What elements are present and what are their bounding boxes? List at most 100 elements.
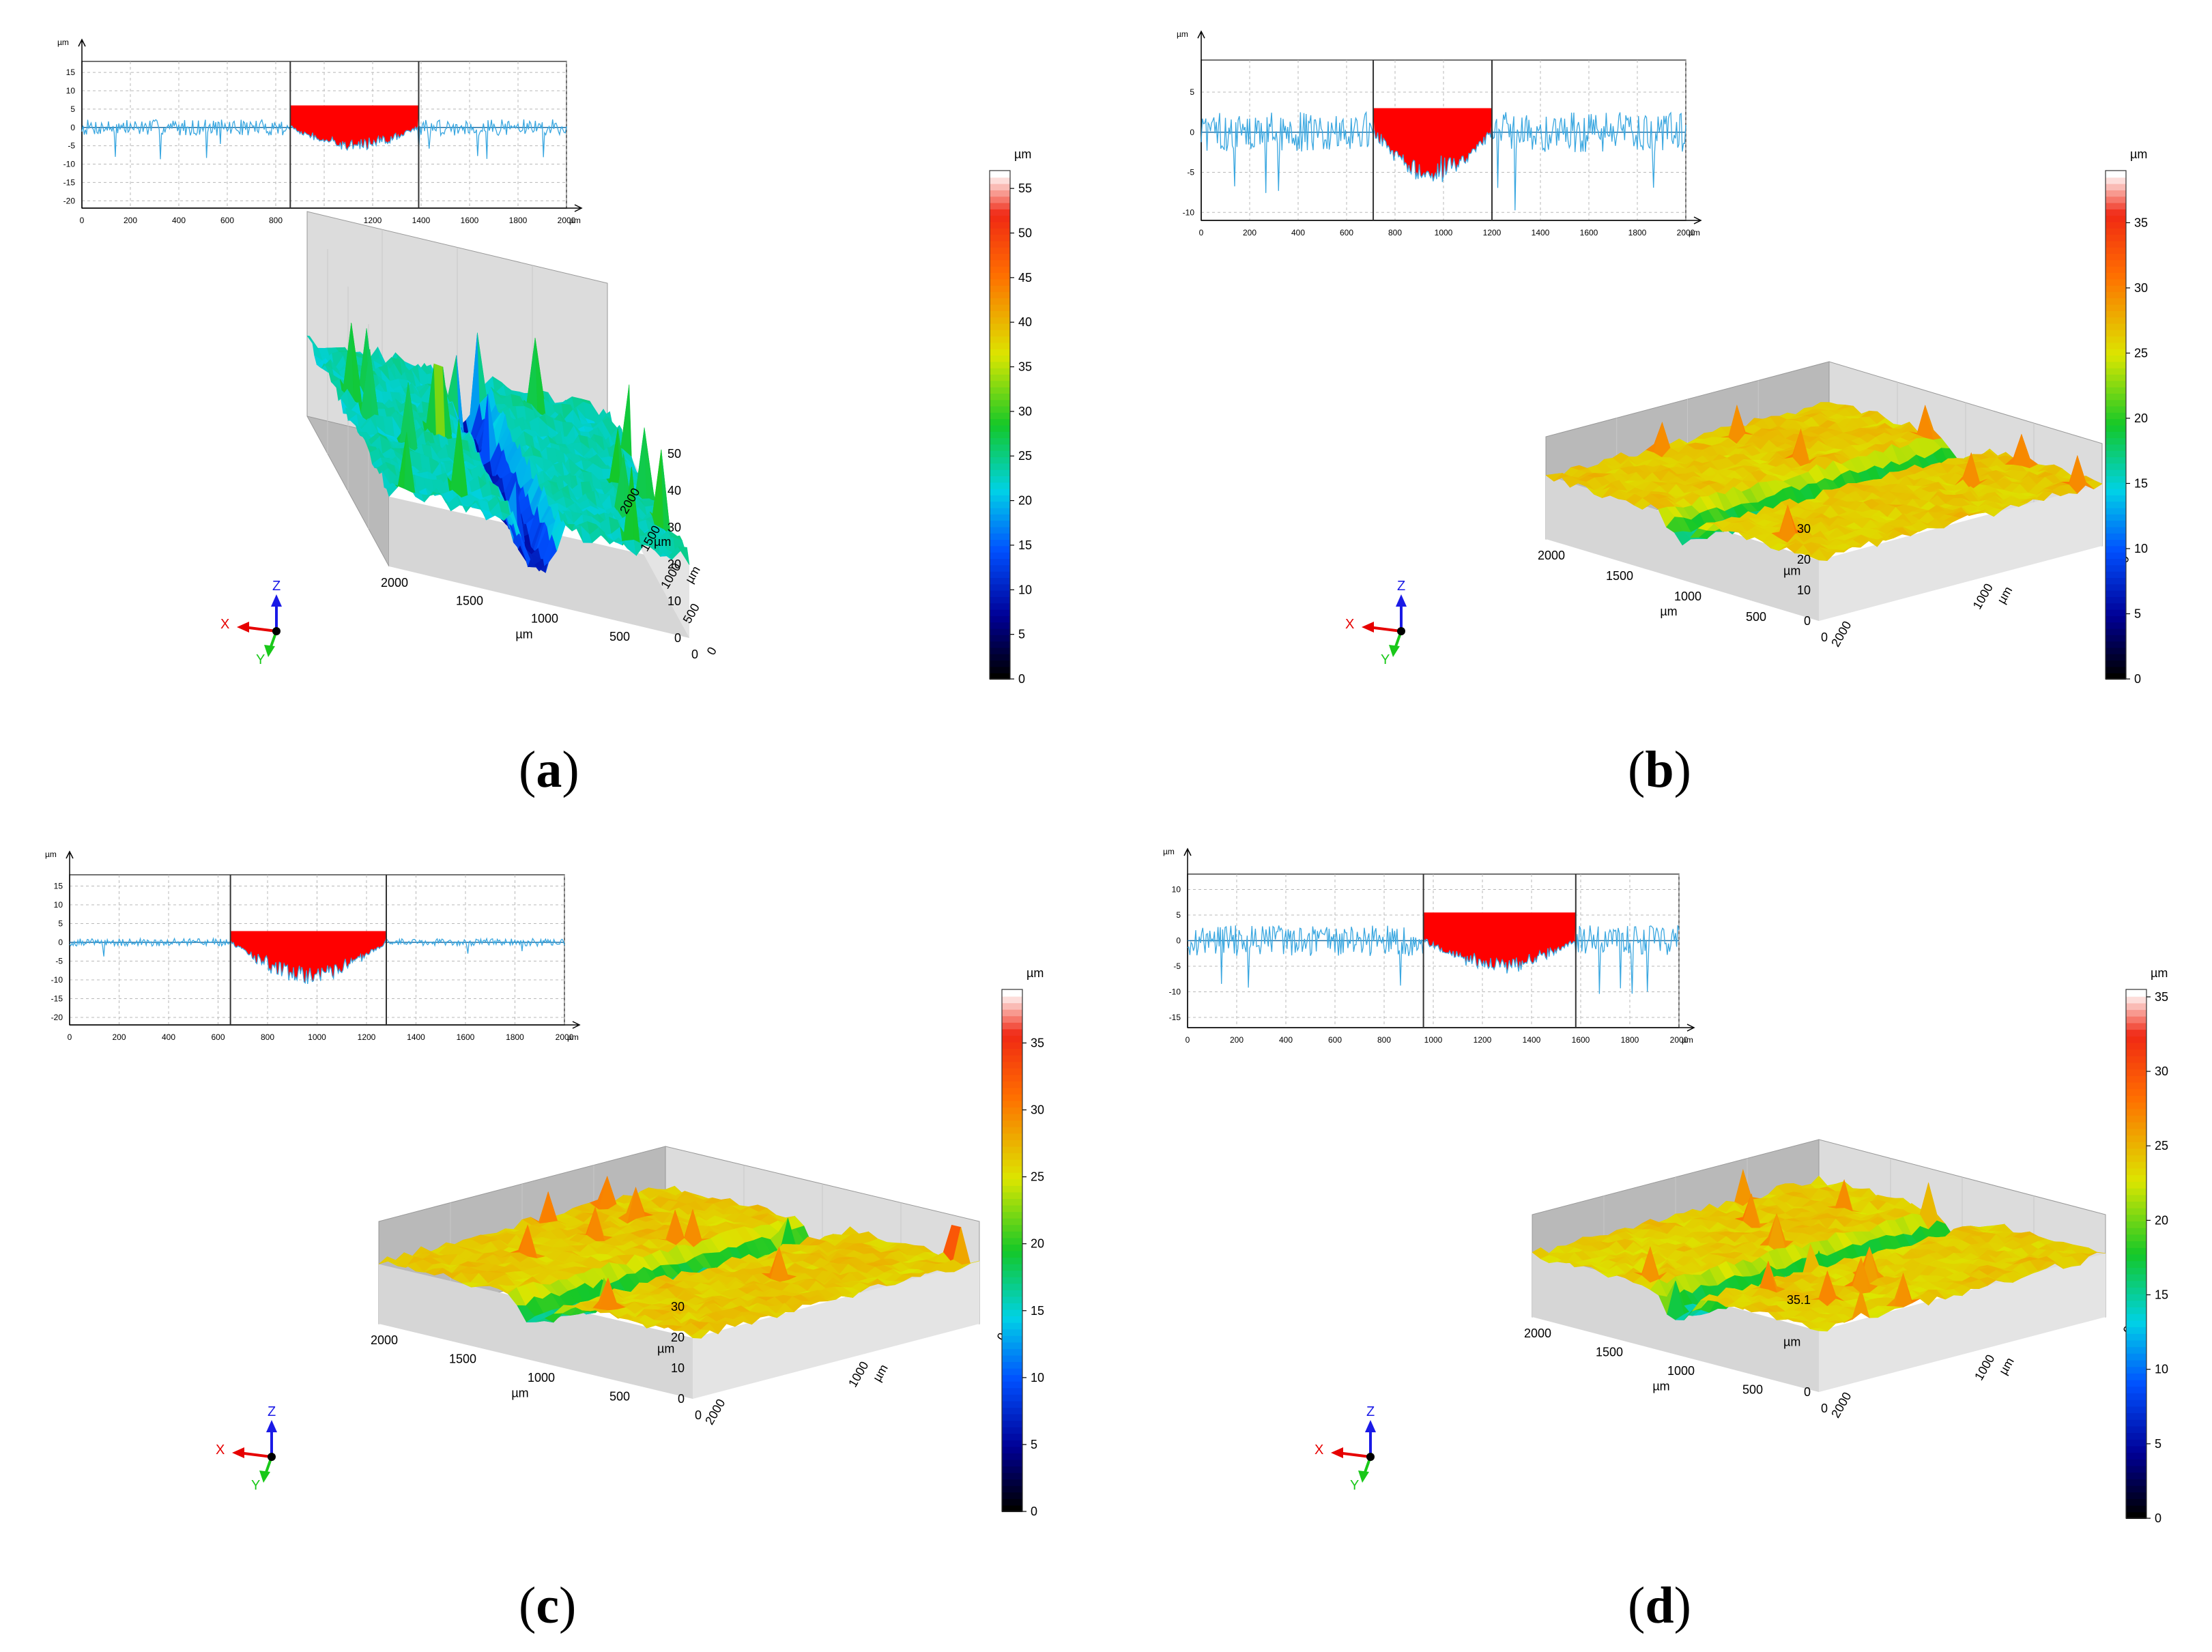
colorbar-segment — [1002, 1322, 1022, 1330]
colorbar-segment — [2106, 431, 2126, 439]
profile-xtick-label: 800 — [1377, 1035, 1391, 1045]
colorbar-segment — [1002, 1139, 1022, 1147]
colorbar-segment — [1002, 1237, 1022, 1245]
colorbar-segment — [990, 609, 1010, 616]
colorbar-segment — [2106, 285, 2126, 292]
profile-line — [69, 937, 565, 984]
colorbar-segment — [1002, 1230, 1022, 1238]
profile-ytick-label: 15 — [54, 882, 63, 891]
profile-xtick-label: 0 — [80, 216, 85, 225]
triad-y-label: Y — [1381, 652, 1390, 667]
surface-ztick-label: 10 — [667, 594, 681, 608]
colorbar-segment — [2106, 405, 2126, 413]
colorbar-segment — [990, 298, 1010, 305]
axis-triad: ZXY — [220, 579, 282, 667]
profile-ytick-label: 0 — [58, 938, 63, 947]
colorbar-tick-label: 15 — [2134, 476, 2148, 490]
colorbar-segment — [2106, 628, 2126, 635]
surface-xtick-label: 1500 — [456, 594, 483, 607]
surface-ztick-label: 0 — [674, 631, 681, 645]
surface-plot-a: 01020304050µm2000150010005000µm200015001… — [306, 211, 719, 661]
profile-xtick-label: 1000 — [1424, 1035, 1443, 1045]
colorbar-segment — [1002, 1263, 1022, 1271]
colorbar-segment — [990, 596, 1010, 604]
colorbar-segment — [1002, 989, 1022, 997]
colorbar-segment — [2106, 615, 2126, 623]
colorbar-segment — [1002, 1067, 1022, 1075]
surface-xtick-label: 1500 — [449, 1352, 476, 1366]
colorbar-segment — [1002, 1243, 1022, 1251]
surface-cell — [677, 546, 690, 565]
colorbar-segment — [1002, 1002, 1022, 1010]
profile-xtick-label: 1000 — [308, 1032, 326, 1042]
profile-ytick-label: -20 — [51, 1013, 63, 1022]
profile-xtick-label: 1400 — [412, 216, 431, 225]
profile-xtick-label: 200 — [112, 1032, 126, 1042]
colorbar-segment — [2106, 189, 2126, 197]
surface-ylabel: µm — [1994, 584, 2015, 606]
colorbar-segment — [2106, 374, 2126, 381]
colorbar-segment — [1002, 1257, 1022, 1264]
surface-xtick-label: 1000 — [528, 1371, 555, 1385]
triad-z-label: Z — [1397, 579, 1405, 594]
colorbar-segment — [1002, 1393, 1022, 1402]
colorbar-segment — [990, 526, 1010, 534]
colorbar-segment — [1002, 1126, 1022, 1134]
triad-z-arrow — [1396, 594, 1407, 607]
colorbar-segment — [2106, 551, 2126, 560]
colorbar-segment — [1002, 1153, 1022, 1160]
profile-xtick-label: 1600 — [457, 1032, 475, 1042]
colorbar-segment — [990, 285, 1010, 292]
triad-x-arrow — [237, 622, 249, 633]
colorbar-segment — [1002, 1485, 1022, 1493]
colorbar-segment — [1002, 1198, 1022, 1206]
colorbar-segment — [2106, 418, 2126, 426]
panel-b-svg: 0 200 400 600 800 1000 1200 1400 1600 1800 200050-… — [1177, 29, 2148, 686]
colorbar-segment — [990, 501, 1010, 508]
colorbar-segment — [2106, 183, 2126, 190]
surface-ytick-label: 1000 — [1970, 581, 1996, 612]
colorbar-segment — [2106, 494, 2126, 502]
colorbar-segment — [1002, 1413, 1022, 1421]
profile-groove-area — [1373, 108, 1492, 182]
colorbar-segment — [1002, 1374, 1022, 1382]
profile-xtick-label: 600 — [220, 216, 234, 225]
colorbar-segment — [1002, 1361, 1022, 1369]
colorbar-segment — [1002, 1250, 1022, 1258]
colorbar-segment — [2106, 355, 2126, 362]
colorbar-segment — [1002, 1074, 1022, 1082]
triad-y-arrow — [1389, 645, 1400, 657]
colorbar-segment — [990, 424, 1010, 432]
colorbar-segment — [2106, 202, 2126, 209]
colorbar-tick-label: 25 — [2134, 346, 2148, 360]
surface-xtick-label: 2000 — [381, 576, 408, 590]
colorbar-segment — [2106, 564, 2126, 572]
colorbar-segment — [1002, 1479, 1022, 1486]
profile-xtick-label: 1800 — [1621, 1035, 1639, 1045]
profile-ylabel: µm — [57, 38, 69, 47]
profile-ytick-label: 5 — [70, 104, 75, 114]
colorbar-segment — [990, 272, 1010, 280]
colorbar-tick-label: 25 — [1031, 1170, 1044, 1184]
profile-groove-area — [230, 931, 386, 984]
triad-origin — [272, 627, 281, 635]
colorbar-segment — [990, 208, 1010, 216]
colorbar-segment — [990, 457, 1010, 464]
colorbar-segment — [2106, 603, 2126, 610]
colorbar-segment — [1002, 1165, 1022, 1173]
colorbar-segment — [1002, 1439, 1022, 1447]
colorbar-segment — [2106, 227, 2126, 235]
colorbar-segment — [2106, 463, 2126, 470]
colorbar-segment — [2106, 215, 2126, 222]
colorbar-tick-label: 20 — [1031, 1237, 1044, 1251]
profile-xtick-label: 1800 — [506, 1032, 524, 1042]
profile-ytick-label: 5 — [1190, 87, 1194, 97]
colorbar-segment — [990, 545, 1010, 553]
colorbar-tick-label: 15 — [1031, 1304, 1044, 1318]
colorbar-segment — [1002, 1133, 1022, 1140]
profile-line — [1187, 925, 1680, 994]
surface-ytick-label: 0 — [704, 645, 719, 658]
colorbar-segment — [990, 240, 1010, 248]
colorbar-segment — [2106, 558, 2126, 566]
surface-xlabel: µm — [1660, 605, 1677, 618]
